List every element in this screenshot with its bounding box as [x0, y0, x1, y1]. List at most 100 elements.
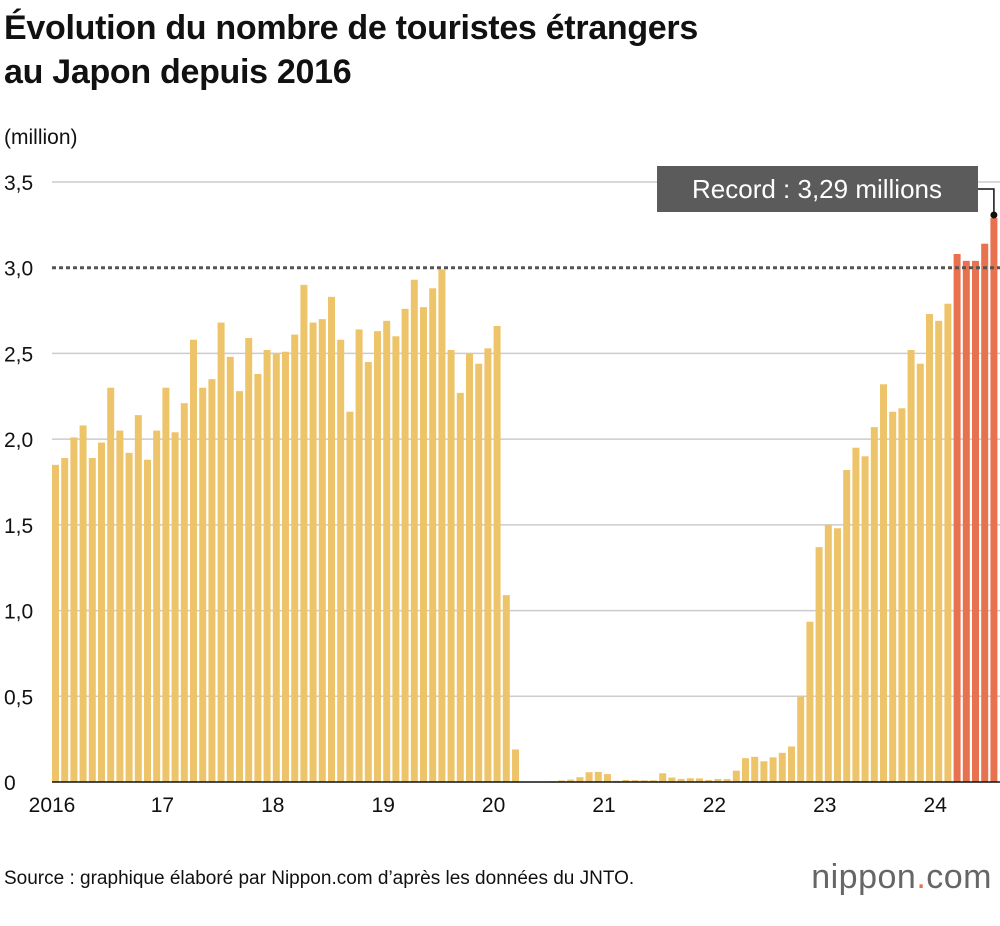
bar	[420, 307, 427, 782]
bar	[134, 415, 142, 782]
bar	[751, 756, 759, 782]
x-tick-label: 19	[372, 794, 395, 817]
bar	[208, 379, 216, 782]
record-callout-box	[657, 166, 978, 212]
y-tick-label: 1,5	[4, 515, 33, 538]
bar	[374, 331, 381, 782]
callout-dot	[990, 211, 998, 219]
bar	[585, 772, 593, 782]
y-tick-label: 2,0	[4, 429, 33, 452]
bar	[318, 319, 326, 782]
bar	[824, 524, 832, 782]
bar	[640, 780, 648, 782]
bar	[944, 303, 952, 782]
bar	[153, 430, 161, 782]
bar	[364, 362, 372, 782]
bar	[732, 770, 740, 782]
bar	[116, 430, 124, 782]
bar	[493, 326, 501, 782]
bar	[484, 348, 492, 782]
bar	[392, 336, 400, 782]
bar	[300, 284, 308, 782]
bar	[916, 363, 924, 782]
bar	[475, 363, 483, 782]
bar	[282, 351, 289, 782]
bar	[981, 243, 989, 782]
bar	[815, 547, 823, 782]
bar	[217, 322, 225, 782]
bar	[456, 392, 464, 782]
bar	[88, 458, 96, 782]
bar	[880, 384, 887, 782]
bar	[245, 338, 253, 782]
title-line-2: au Japon depuis 2016	[4, 53, 352, 91]
bar	[953, 254, 961, 782]
bar	[558, 780, 565, 782]
source-note: Source : graphique élaboré par Nippon.co…	[4, 868, 635, 889]
bar	[926, 314, 933, 782]
bar	[337, 339, 345, 782]
x-tick-label: 2016	[29, 794, 76, 817]
bar	[98, 442, 105, 782]
bar	[788, 746, 795, 782]
bar	[769, 757, 777, 782]
bar	[870, 427, 878, 782]
bar	[659, 773, 667, 782]
bar	[438, 269, 446, 782]
x-tick-label: 21	[592, 794, 615, 817]
bar	[972, 260, 979, 782]
bar	[328, 296, 335, 782]
x-tick-label: 17	[151, 794, 174, 817]
bar	[714, 779, 722, 782]
bar	[144, 459, 151, 782]
bar	[567, 779, 575, 782]
x-tick-label: 20	[482, 794, 505, 817]
bar	[935, 320, 943, 782]
bar	[236, 391, 243, 782]
bar	[180, 403, 188, 782]
y-tick-label: 0	[4, 772, 16, 795]
y-tick-label: 3,0	[4, 258, 33, 281]
y-tick-label: 0,5	[4, 686, 33, 709]
bar	[355, 329, 363, 782]
y-tick-label: 1,0	[4, 601, 33, 624]
x-tick-label: 23	[813, 794, 836, 817]
bar	[447, 350, 455, 782]
chart-title: Évolution du nombre de touristes étrange…	[4, 6, 698, 94]
bar	[861, 456, 869, 782]
bar	[742, 758, 749, 782]
bar	[889, 411, 897, 782]
bar	[52, 464, 59, 782]
bar	[686, 778, 694, 782]
y-axis-unit: (million)	[4, 126, 78, 149]
bar	[806, 621, 814, 782]
bar	[594, 771, 602, 782]
bar	[907, 350, 915, 782]
bar	[410, 279, 418, 782]
bar	[502, 595, 510, 782]
bar	[622, 779, 630, 782]
x-tick-label: 22	[703, 794, 726, 817]
bar	[990, 218, 998, 782]
bar	[401, 308, 409, 782]
record-callout-label: Record : 3,29 millions	[692, 174, 942, 204]
bar	[199, 387, 207, 782]
bar	[898, 408, 906, 782]
title-line-1: Évolution du nombre de touristes étrange…	[4, 9, 698, 47]
callout-connector	[978, 188, 995, 215]
bar	[512, 749, 519, 782]
bar	[226, 356, 234, 782]
bar	[797, 696, 805, 782]
bar	[677, 778, 685, 782]
bar	[125, 452, 133, 782]
bar	[604, 774, 611, 782]
bar	[834, 528, 841, 782]
nippon-logo: nippon.com	[811, 858, 992, 896]
bar	[383, 320, 391, 782]
bar	[190, 339, 197, 782]
x-tick-label: 18	[261, 794, 284, 817]
bar	[650, 780, 657, 782]
bar	[852, 447, 860, 782]
bar	[346, 411, 354, 782]
bar	[696, 778, 703, 782]
